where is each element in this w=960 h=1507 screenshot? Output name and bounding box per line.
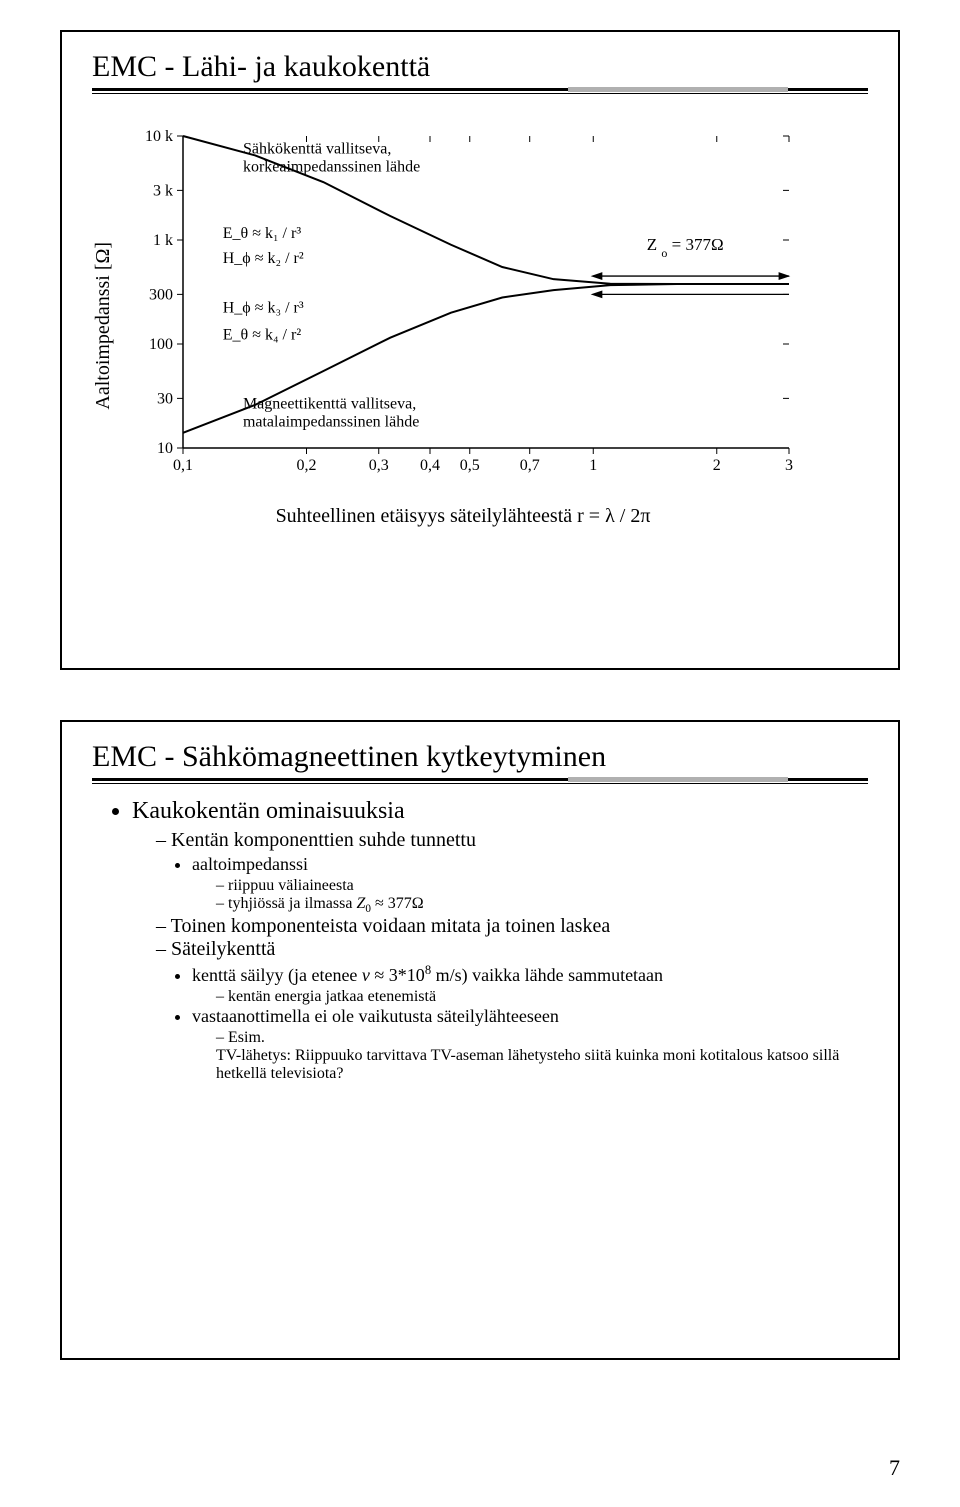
svg-text:10 k: 10 k	[145, 128, 173, 145]
svg-text:E_θ ≈ k₁ / r³: E_θ ≈ k₁ / r³	[223, 225, 302, 242]
page: EMC - Lähi- ja kaukokenttä Aaltoimpedans…	[0, 0, 960, 1507]
slide-title: EMC - Sähkömagneettinen kytkeytyminen	[92, 740, 868, 774]
impedance-chart: 10 30 100 300 1 k 3 k 10 k 0,1 0,2 0,3 0,4 0,5 0,7 1 2…	[123, 124, 803, 494]
text: Säteilykenttä	[171, 938, 275, 960]
svg-text:0,7: 0,7	[520, 457, 540, 474]
list-item: kentän energia jatkaa etenemistä	[216, 988, 868, 1006]
text: riippuu väliaineesta	[228, 877, 354, 894]
list-item: Kentän komponenttien suhde tunnettu aalt…	[156, 829, 868, 915]
svg-text:10: 10	[157, 440, 173, 457]
text: v	[362, 965, 370, 985]
list-item: vastaanottimella ei ole vaikutusta sätei…	[192, 1006, 868, 1083]
list-item: tyhjiössä ja ilmassa Z0 ≈ 377Ω	[216, 895, 868, 915]
svg-text:Sähkökenttä vallitseva,: Sähkökenttä vallitseva,	[243, 140, 391, 157]
svg-text:Z o = 377Ω: Z o = 377Ω	[647, 235, 724, 260]
svg-text:0,4: 0,4	[420, 457, 440, 474]
svg-text:0,3: 0,3	[369, 457, 389, 474]
svg-text:matalaimpedanssinen lähde: matalaimpedanssinen lähde	[243, 413, 419, 430]
svg-text:1 k: 1 k	[153, 232, 173, 249]
list-item: riippuu väliaineesta	[216, 877, 868, 895]
list-item: Toinen komponenteista voidaan mitata ja …	[156, 915, 868, 938]
text: Kentän komponenttien suhde tunnettu	[171, 829, 476, 851]
list-item: Säteilykenttä kenttä säilyy (ja etenee v…	[156, 938, 868, 1083]
svg-text:3 k: 3 k	[153, 182, 173, 199]
text: aaltoimpedanssi	[192, 854, 308, 874]
text: ≈ 377Ω	[371, 895, 424, 912]
svg-text:E_θ ≈ k₄ / r²: E_θ ≈ k₄ / r²	[223, 327, 302, 344]
text: tyhjiössä ja ilmassa	[228, 895, 356, 912]
list-item: Kaukokentän ominaisuuksia Kentän kompone…	[132, 798, 868, 1083]
slide-near-far-field: EMC - Lähi- ja kaukokenttä Aaltoimpedans…	[60, 30, 900, 670]
svg-text:1: 1	[589, 457, 597, 474]
list-item: Esim. TV-lähetys: Riippuuko tarvittava T…	[216, 1029, 868, 1083]
text: Toinen komponenteista voidaan mitata ja …	[171, 915, 611, 937]
text: m/s) vaikka lähde sammutetaan	[431, 965, 663, 985]
y-axis-label: Aaltoimpedanssi [Ω]	[92, 242, 115, 410]
svg-text:H_ϕ ≈ k₂ / r²: H_ϕ ≈ k₂ / r²	[223, 250, 304, 267]
svg-text:30: 30	[157, 390, 173, 407]
x-axis-label: Suhteellinen etäisyys säteilylähteestä r…	[123, 505, 803, 528]
title-rule	[92, 778, 868, 784]
list-item: aaltoimpedanssi riippuu väliaineesta tyh…	[192, 854, 868, 915]
text: Z	[356, 895, 365, 912]
text: kenttä säilyy (ja etenee	[192, 965, 362, 985]
bullet-list: Kaukokentän ominaisuuksia Kentän kompone…	[104, 798, 868, 1083]
page-number: 7	[889, 1455, 900, 1481]
svg-text:0,1: 0,1	[173, 457, 193, 474]
svg-text:300: 300	[149, 286, 173, 303]
slide-title: EMC - Lähi- ja kaukokenttä	[92, 50, 868, 84]
svg-text:Magneettikenttä vallitseva,: Magneettikenttä vallitseva,	[243, 395, 416, 412]
svg-text:korkeaimpedanssinen lähde: korkeaimpedanssinen lähde	[243, 158, 420, 175]
text: Esim.	[228, 1029, 265, 1046]
svg-text:100: 100	[149, 336, 173, 353]
svg-text:2: 2	[713, 457, 721, 474]
text: TV-lähetys: Riippuuko tarvittava TV-asem…	[216, 1047, 839, 1082]
list-item: kenttä säilyy (ja etenee v ≈ 3*108 m/s) …	[192, 963, 868, 1006]
text: ≈ 3*10	[370, 965, 425, 985]
svg-text:H_ϕ ≈ k₃ / r³: H_ϕ ≈ k₃ / r³	[223, 300, 304, 317]
title-rule	[92, 88, 868, 94]
svg-text:0,5: 0,5	[460, 457, 480, 474]
slide-coupling: EMC - Sähkömagneettinen kytkeytyminen Ka…	[60, 720, 900, 1360]
text: vastaanottimella ei ole vaikutusta sätei…	[192, 1006, 559, 1026]
svg-text:0,2: 0,2	[296, 457, 316, 474]
chart-container: Aaltoimpedanssi [Ω] 10 30 100 300 1 k 3 k 10 k…	[92, 124, 868, 528]
text: kentän energia jatkaa etenemistä	[228, 988, 436, 1005]
svg-text:3: 3	[785, 457, 793, 474]
text: Kaukokentän ominaisuuksia	[132, 798, 405, 824]
chart-body: 10 30 100 300 1 k 3 k 10 k 0,1 0,2 0,3 0,4 0,5 0,7 1 2…	[123, 124, 803, 528]
